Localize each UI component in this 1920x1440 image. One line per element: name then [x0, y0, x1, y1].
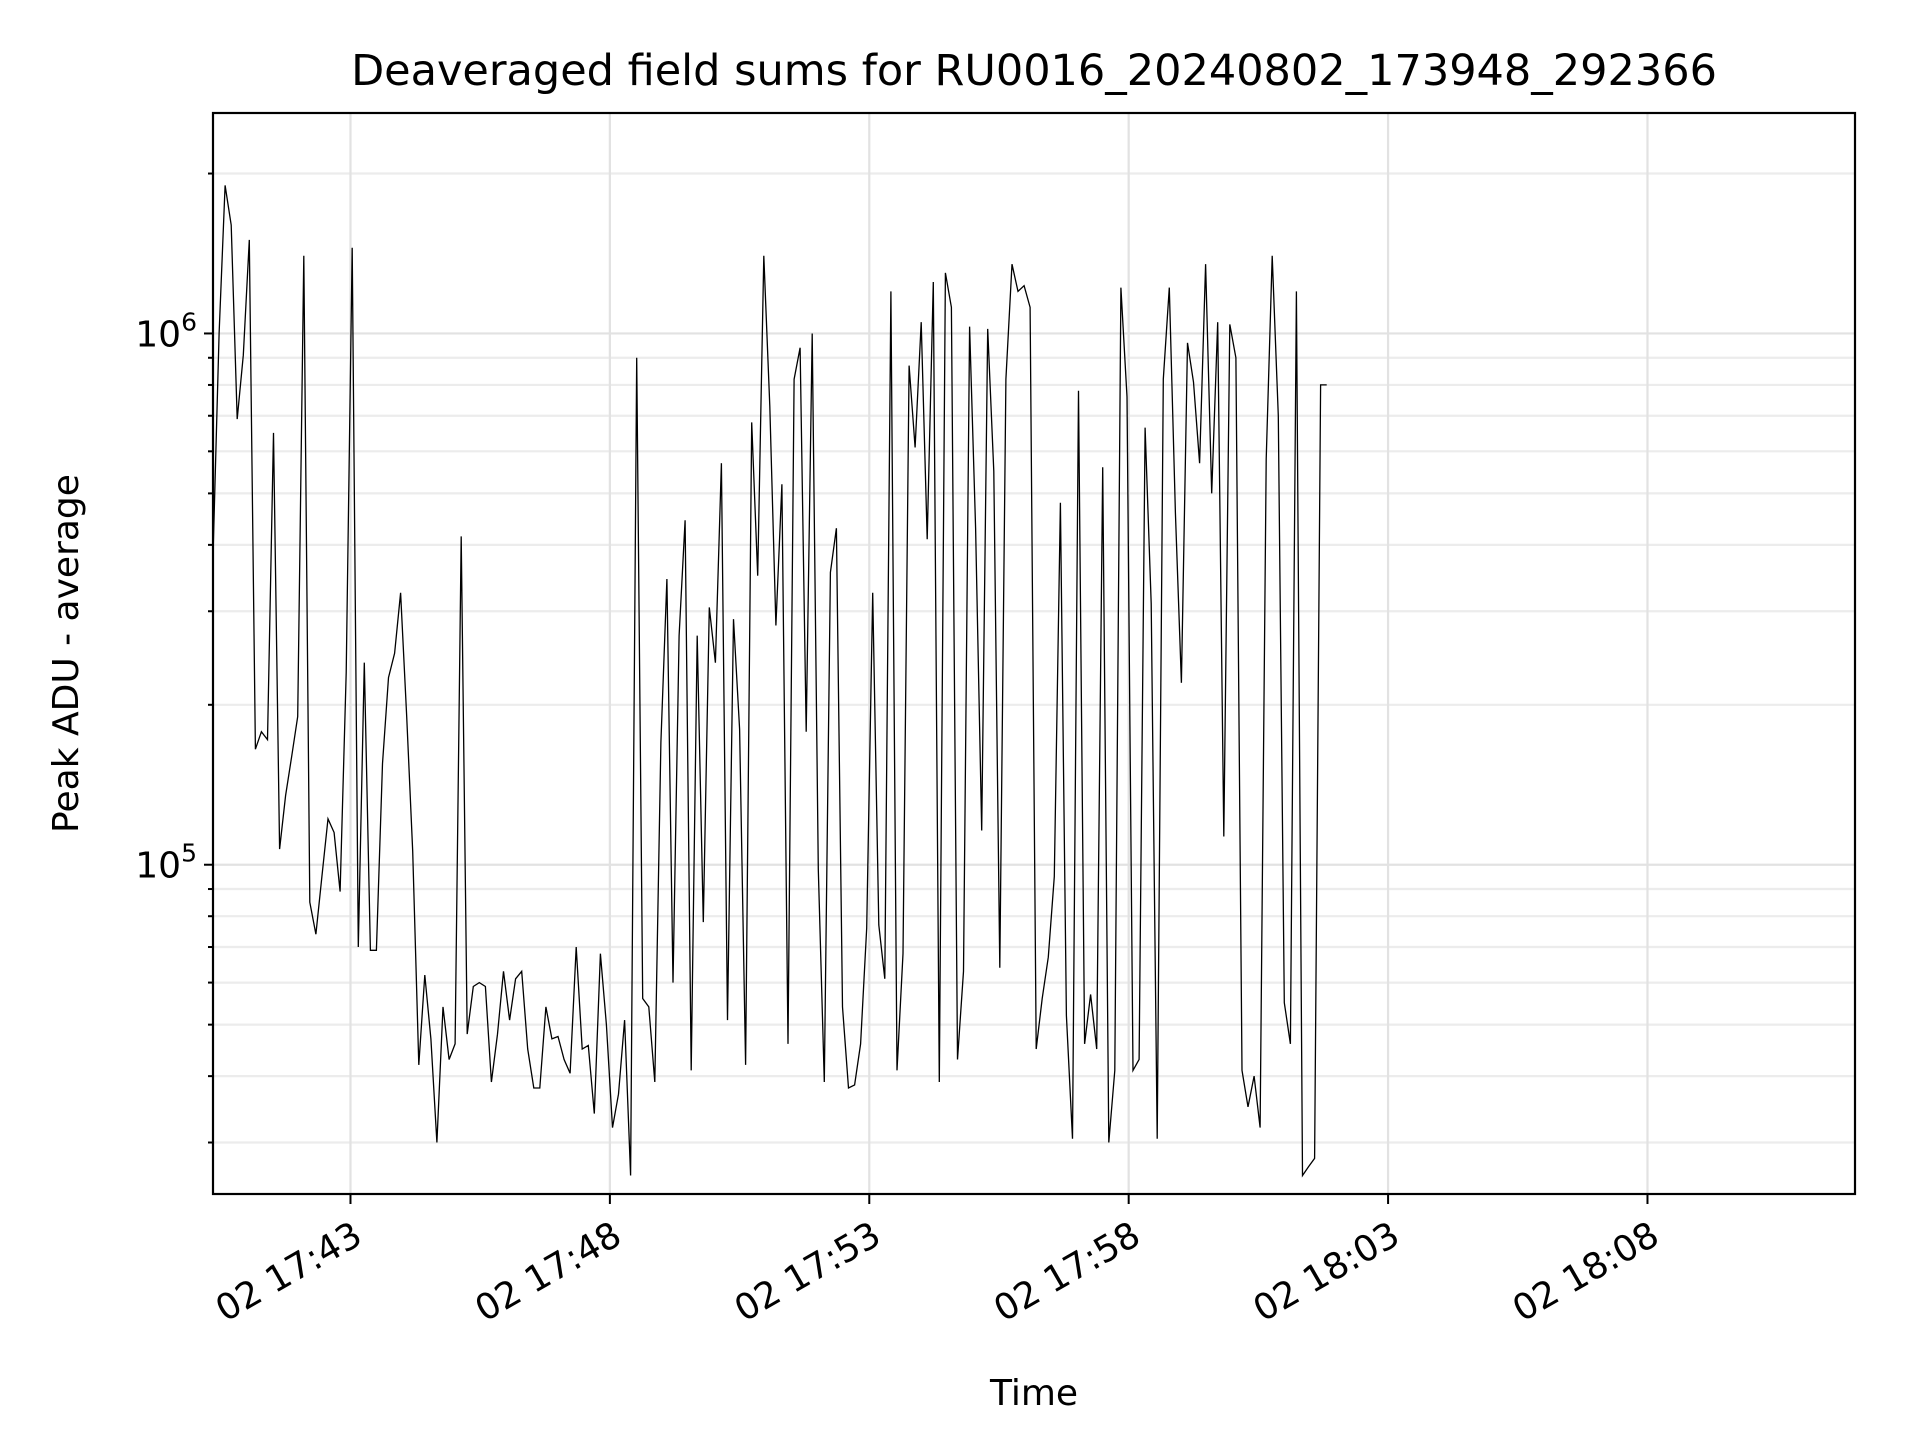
y-tick-label: 105	[135, 839, 197, 887]
series-layer	[212, 185, 1327, 1178]
chart-title: Deaveraged field sums for RU0016_2024080…	[351, 46, 1717, 96]
y-tick-label-exponent: 6	[181, 307, 197, 336]
y-tick-label-base: 10	[135, 314, 181, 355]
series-line	[212, 185, 1327, 1178]
y-tick-label-base: 10	[135, 846, 181, 887]
y-axis-label: Peak ADU - average	[46, 474, 87, 833]
y-tick-label-exponent: 5	[181, 839, 197, 868]
y-tick-label: 106	[135, 307, 197, 355]
plot-frame	[211, 111, 1857, 1196]
x-axis-label: Time	[989, 1373, 1078, 1414]
